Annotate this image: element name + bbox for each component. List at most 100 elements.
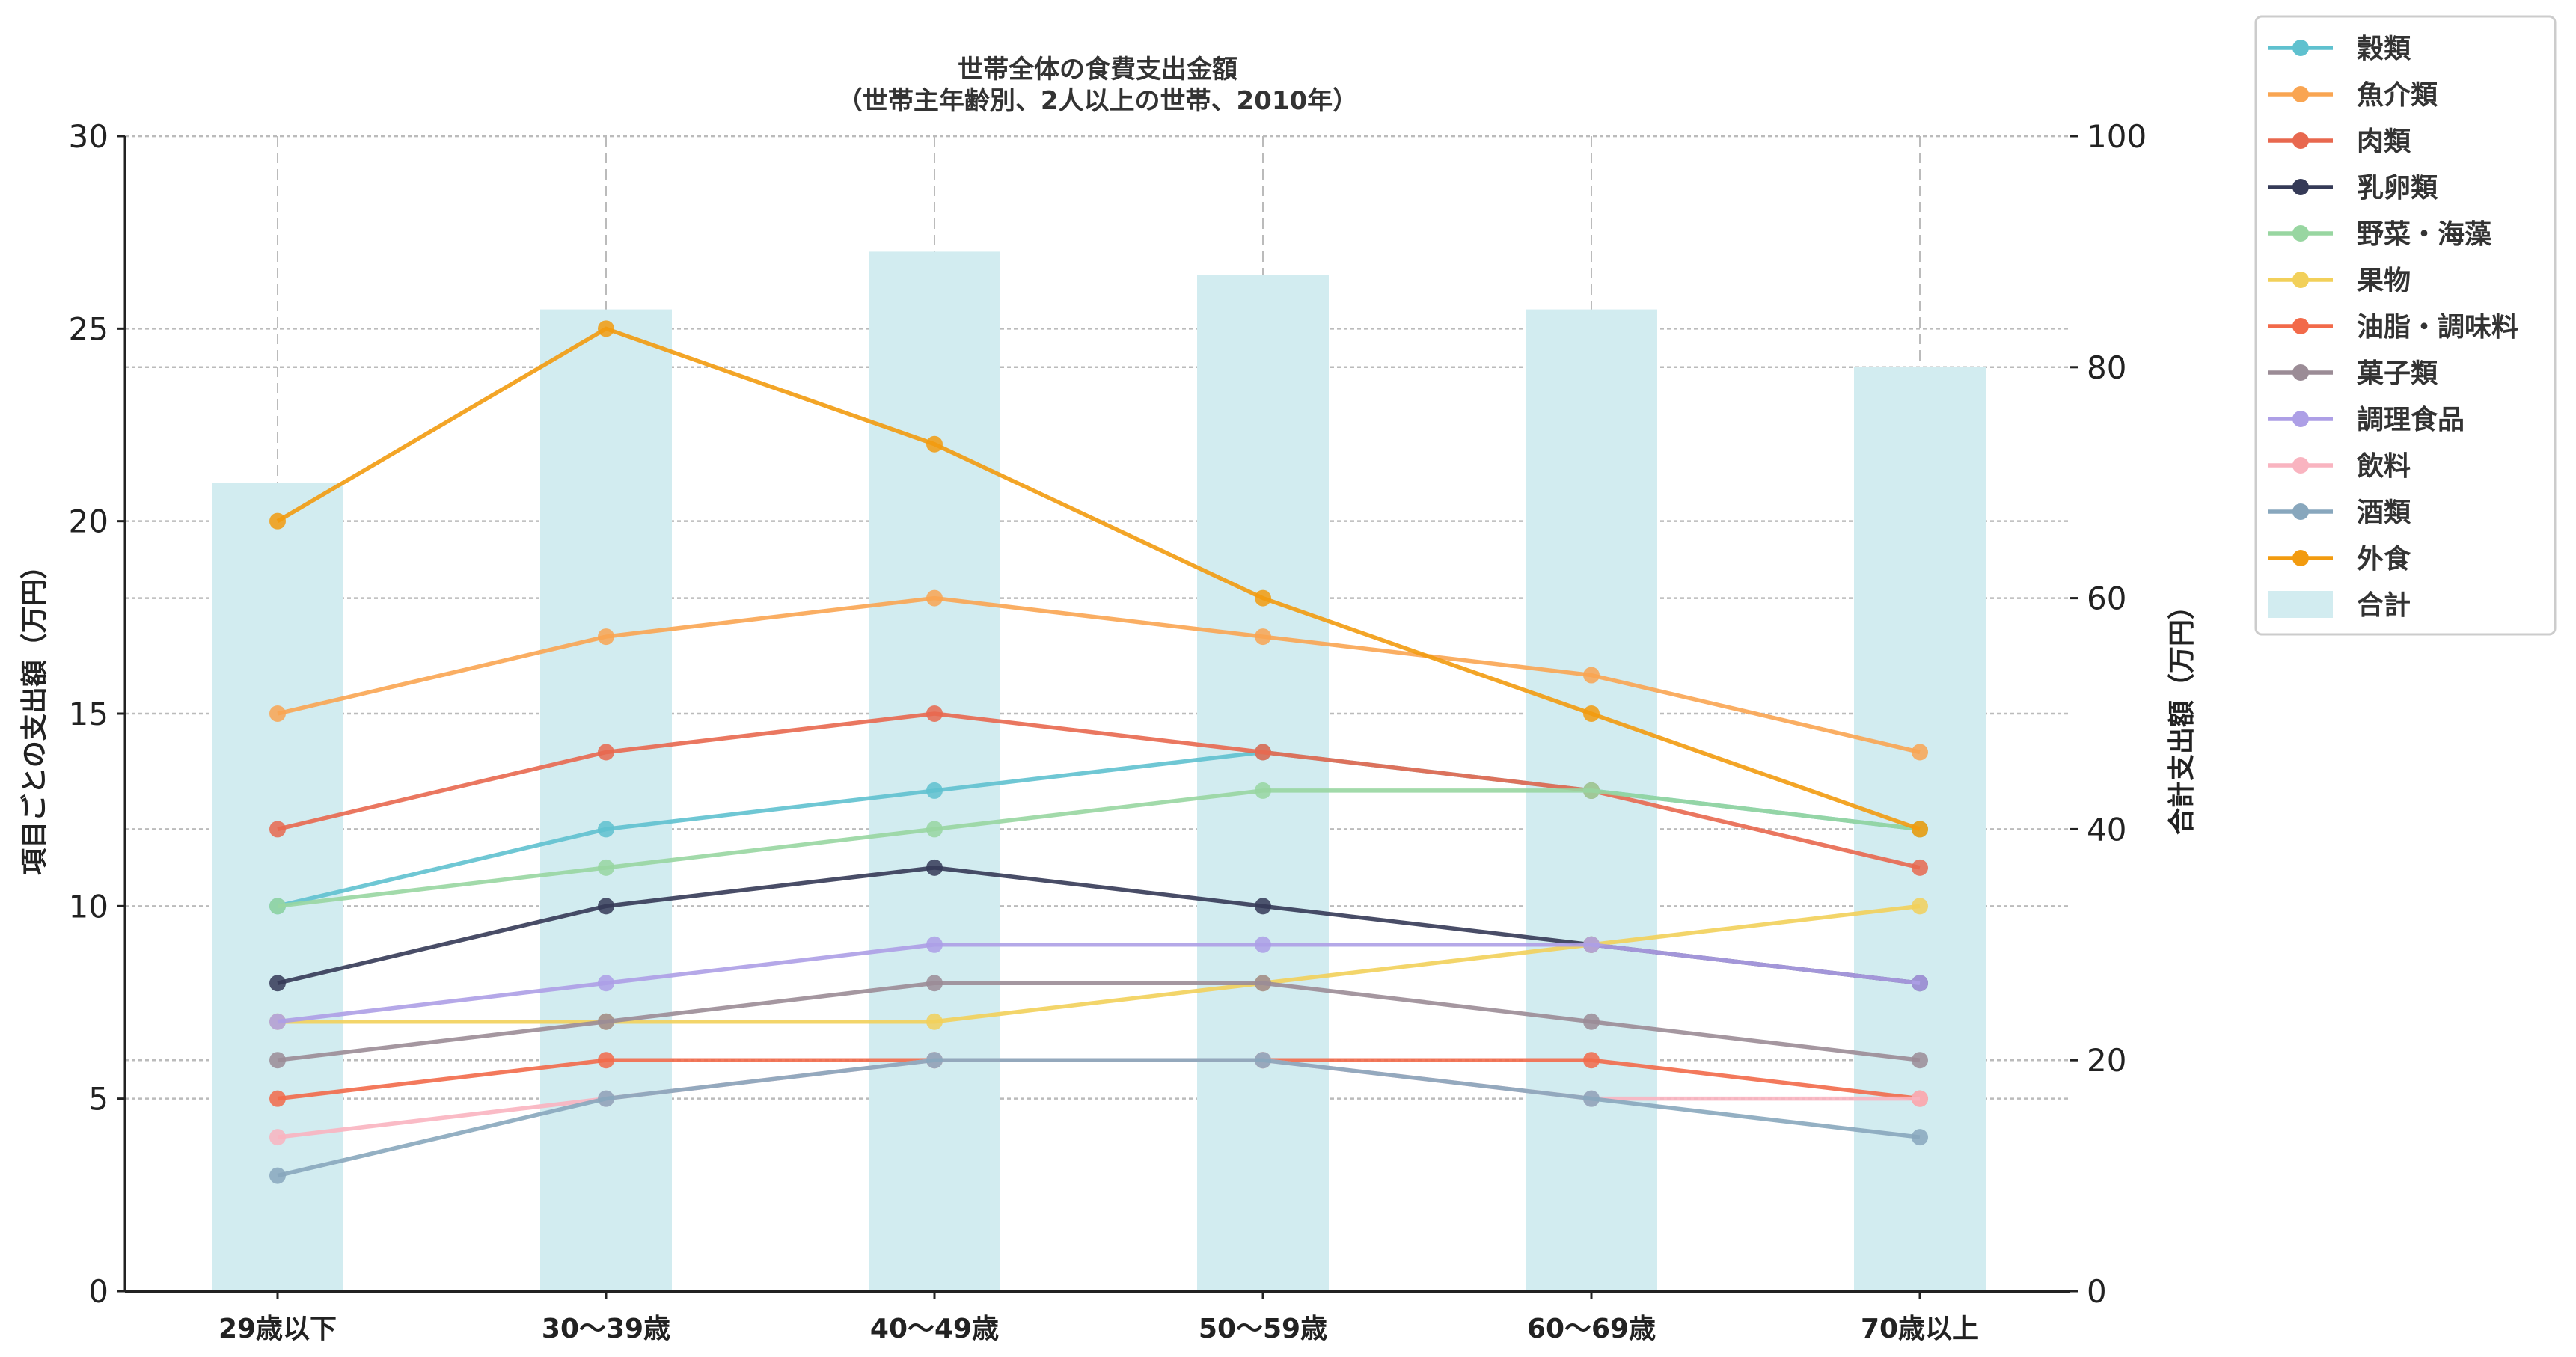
legend-label: 果物 (2357, 266, 2411, 296)
data-point (1912, 821, 1928, 838)
data-point (1912, 975, 1928, 992)
legend-marker (2292, 179, 2309, 195)
legend-label: 乳卵類 (2357, 173, 2438, 203)
data-point (269, 975, 286, 992)
data-point (1583, 1013, 1600, 1030)
data-point (598, 1052, 614, 1069)
series-line (277, 943, 1921, 1024)
series-line (278, 904, 1921, 1024)
legend-marker (2292, 225, 2309, 242)
series-lines (269, 320, 1928, 1184)
data-point (1583, 936, 1600, 953)
data-point (926, 821, 943, 838)
data-point (1255, 589, 1271, 607)
bar-total (869, 251, 1000, 1291)
data-point (269, 1090, 286, 1107)
legend-box (2254, 15, 2557, 636)
y-tick-label: 10 (69, 888, 108, 925)
chart-subtitle: （世帯主年齢別、2人以上の世帯、2010年） (837, 86, 1358, 116)
legend-label: 野菜・海藻 (2357, 219, 2492, 250)
series-line (277, 1058, 1921, 1101)
series-line (277, 1058, 1921, 1178)
legend-marker (2292, 411, 2309, 427)
legend-marker (2292, 503, 2309, 520)
legend-label: 肉類 (2357, 126, 2411, 157)
data-point (598, 320, 614, 337)
data-point (598, 1013, 614, 1030)
data-point (1255, 782, 1271, 799)
data-point (926, 975, 943, 992)
bar-total (540, 309, 672, 1292)
series-line (277, 981, 1921, 1062)
series-line (276, 326, 1921, 831)
data-point (598, 744, 614, 761)
data-point (1912, 744, 1928, 761)
data-point (1255, 975, 1271, 992)
series-line (277, 866, 1921, 985)
data-point (269, 705, 286, 722)
y-tick-label: 15 (69, 696, 108, 732)
data-point (269, 512, 286, 530)
data-point (1255, 1052, 1271, 1069)
legend-marker (2292, 364, 2309, 381)
data-point (1255, 898, 1271, 915)
y-tick-label: 25 (69, 310, 108, 347)
data-point (1255, 744, 1271, 761)
data-point (1583, 1052, 1600, 1069)
x-tick-label: 50〜59歳 (1199, 1314, 1327, 1344)
legend-label: 合計 (2357, 590, 2411, 621)
data-point (926, 1013, 943, 1030)
y2-tick-label: 100 (2087, 118, 2147, 155)
data-point (1255, 628, 1271, 646)
data-point (1912, 898, 1928, 915)
data-point (1912, 1129, 1928, 1146)
grid (125, 135, 2070, 1291)
legend-label: 油脂・調味料 (2357, 312, 2518, 343)
data-point (926, 435, 943, 453)
data-point (269, 898, 286, 915)
y2-axis-label: 合計支出額（万円） (2167, 592, 2197, 835)
data-point (269, 1129, 286, 1146)
legend-bar-swatch (2268, 591, 2333, 618)
y2-tick-label: 60 (2087, 581, 2126, 617)
data-point (269, 821, 286, 838)
legend-marker (2292, 86, 2309, 102)
data-point (926, 859, 943, 876)
data-point (269, 1167, 286, 1184)
chart-title: 世帯全体の食費支出金額 (958, 55, 1237, 85)
x-tick-label: 29歳以下 (218, 1314, 337, 1344)
data-point (269, 1052, 286, 1069)
data-point (1912, 859, 1928, 876)
data-point (598, 859, 614, 876)
legend-label: 酒類 (2357, 497, 2411, 528)
data-point (1912, 1090, 1928, 1107)
data-point (598, 898, 614, 915)
y-tick-label: 20 (69, 503, 108, 540)
x-tick-label: 60〜69歳 (1527, 1314, 1656, 1344)
y2-tick-label: 80 (2087, 349, 2126, 386)
x-tick-label: 70歳以上 (1861, 1314, 1979, 1344)
legend-label: 穀類 (2357, 34, 2411, 64)
data-point (1583, 705, 1600, 722)
y-axis-label: 項目ごとの支出額（万円） (19, 552, 50, 875)
legend-marker (2292, 550, 2309, 566)
data-point (1255, 936, 1271, 953)
data-point (926, 782, 943, 799)
data-point (1583, 667, 1600, 684)
data-point (598, 821, 614, 838)
series-line (277, 595, 1921, 755)
legend-label: 飲料 (2357, 451, 2411, 482)
x-tick-label: 40〜49歳 (870, 1314, 999, 1344)
y-tick-label: 5 (88, 1081, 108, 1118)
legend-label: 魚介類 (2357, 80, 2438, 111)
data-point (598, 1090, 614, 1107)
y2-tick-label: 40 (2087, 811, 2126, 848)
y-tick-label: 30 (69, 118, 108, 155)
data-point (598, 975, 614, 992)
data-point (1912, 1052, 1928, 1069)
legend-label: 菓子類 (2357, 358, 2438, 389)
legend-marker (2292, 318, 2309, 334)
legend-marker (2292, 272, 2309, 288)
